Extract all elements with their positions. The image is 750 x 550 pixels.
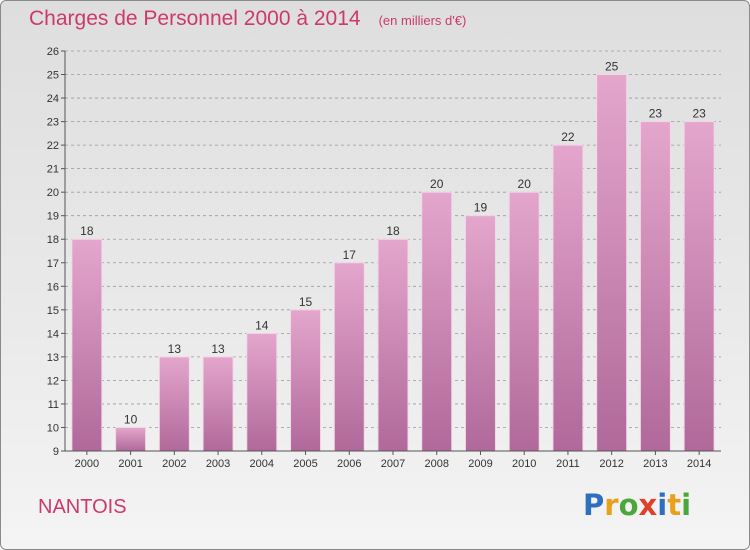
data-label: 13 [168,342,182,356]
data-label: 15 [299,295,313,309]
bar [464,215,496,452]
bar [246,332,278,452]
logo-letter: i [657,488,668,522]
logo-letter: r [604,488,619,522]
y-tick-label: 26 [47,46,59,58]
data-label: 18 [80,224,94,238]
x-tick-label: 2010 [512,458,536,470]
data-label: 20 [518,177,532,191]
x-tick-label: 2007 [381,458,405,470]
bar [71,238,103,452]
y-tick-label: 10 [47,422,59,434]
bar [115,426,147,452]
y-tick-label: 23 [47,117,59,129]
logo-letter: i [681,488,692,522]
y-tick-label: 18 [47,234,59,246]
logo-letter: x [638,488,658,522]
bar [552,144,584,452]
y-tick-label: 17 [47,258,59,270]
data-label: 17 [343,248,357,262]
bar [158,356,190,452]
bar [290,309,322,452]
y-tick-label: 24 [47,93,59,105]
y-tick-label: 12 [47,375,59,387]
commune-name: NANTOIS [38,496,127,518]
y-tick-label: 15 [47,305,59,317]
y-tick-label: 20 [47,187,59,199]
y-tick-label: 22 [47,140,59,152]
x-tick-label: 2012 [599,458,623,470]
bar [202,356,234,452]
bar [683,121,715,452]
data-label: 14 [255,318,269,332]
x-tick-label: 2003 [206,458,230,470]
logo-letter: o [618,488,639,522]
data-label: 20 [430,177,444,191]
y-tick-label: 14 [47,328,59,340]
data-label: 13 [211,342,225,356]
x-tick-label: 2006 [337,458,361,470]
y-tick-label: 19 [47,211,59,223]
chart-subtitle: (en milliers d'€) [378,13,467,28]
proxiti-logo: Proxiti [583,488,691,522]
y-tick-label: 21 [47,164,59,176]
bar [508,191,540,452]
y-tick-label: 13 [47,352,59,364]
data-label: 10 [124,412,138,426]
x-tick-label: 2009 [468,458,492,470]
y-tick-label: 9 [53,446,59,458]
data-label: 23 [649,107,663,121]
labels: 18 10 13 13 14 15 17 18 20 19 20 22 25 23 23 [80,60,706,427]
x-tick-label: 2011 [556,458,580,470]
chart-title-block: Charges de Personnel 2000 à 2014 (en mill… [29,7,466,31]
bar [377,238,409,452]
data-label: 25 [605,60,619,74]
axes: 9 10 11 12 13 14 15 16 17 18 19 20 21 22 23 24 25 26 2000 2… [47,46,721,470]
y-tick-label: 16 [47,281,59,293]
x-tick-label: 2002 [162,458,186,470]
data-label: 22 [561,130,575,144]
x-tick-label: 2013 [643,458,667,470]
chart-title: Charges de Personnel 2000 à 2014 [29,7,361,30]
y-tick-label: 25 [47,70,59,82]
x-tick-label: 2001 [118,458,142,470]
y-tick-label: 11 [48,399,59,411]
x-tick-label: 2014 [687,458,711,470]
logo-letter: t [667,488,682,522]
x-tick-label: 2000 [75,458,99,470]
bar [596,74,628,452]
x-tick-label: 2005 [293,458,317,470]
bar [333,262,365,452]
bar [421,191,453,452]
data-label: 23 [692,107,706,121]
logo-letter: P [583,488,605,522]
bar [639,121,671,452]
x-tick-label: 2004 [250,458,274,470]
data-label: 19 [474,201,488,215]
data-label: 18 [386,224,400,238]
x-tick-label: 2008 [424,458,448,470]
bars [71,74,715,452]
